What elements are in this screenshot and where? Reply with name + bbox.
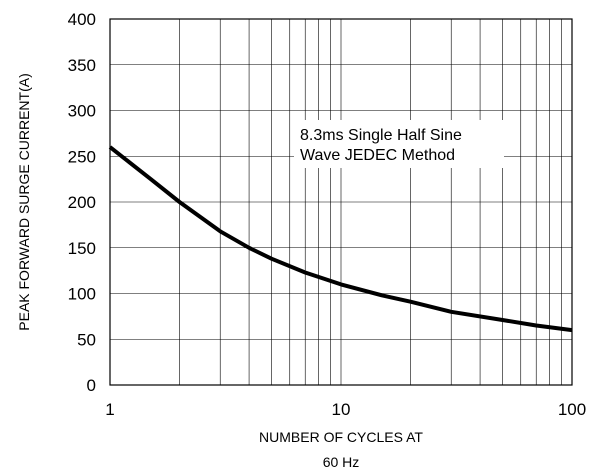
x-tick-labels: 1 10 100 — [105, 400, 586, 419]
y-tick-label: 100 — [68, 285, 96, 304]
annotation-line-2: Wave JEDEC Method — [300, 147, 455, 164]
annotation-box: 8.3ms Single Half Sine Wave JEDEC Method — [294, 120, 504, 168]
y-tick-label: 350 — [68, 56, 96, 75]
y-tick-label: 200 — [68, 193, 96, 212]
x-axis-label-line-2: 60 Hz — [323, 454, 360, 470]
annotation-line-1: 8.3ms Single Half Sine — [300, 127, 462, 144]
x-axis-label-line-1: NUMBER OF CYCLES AT — [259, 429, 423, 445]
y-tick-label: 0 — [87, 376, 96, 395]
plot-frame — [109, 18, 573, 386]
y-tick-labels: 0 50 100 150 200 250 300 350 400 — [68, 10, 96, 395]
y-tick-label: 250 — [68, 147, 96, 166]
x-tick-label: 10 — [332, 400, 351, 419]
y-tick-label: 400 — [68, 10, 96, 29]
series-layer — [108, 145, 573, 333]
series-line — [108, 145, 573, 333]
annotation-background — [294, 120, 504, 168]
y-tick-label: 150 — [68, 239, 96, 258]
y-tick-label: 300 — [68, 102, 96, 121]
x-tick-label: 100 — [558, 400, 586, 419]
x-tick-label: 1 — [105, 400, 114, 419]
y-axis-label: PEAK FORWARD SURGE CURRENT(A) — [16, 73, 32, 330]
y-tick-label: 50 — [77, 330, 96, 349]
